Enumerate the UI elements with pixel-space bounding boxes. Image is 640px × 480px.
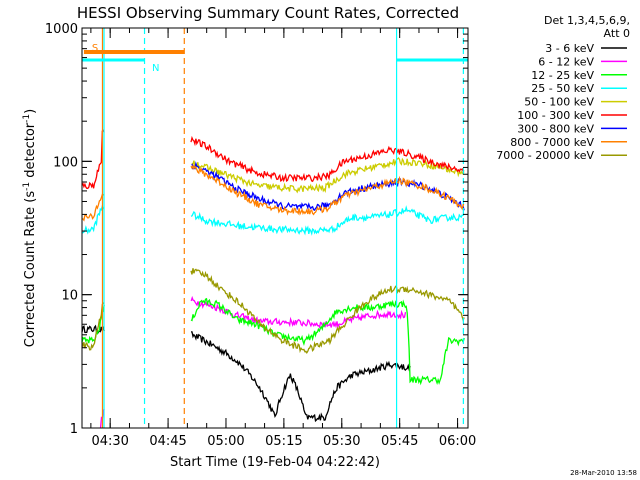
plot-frame — [81, 27, 469, 429]
x-tick-label-6: 05:45 — [381, 434, 418, 449]
y-axis-label-main: Corrected Count Rate (s — [23, 191, 38, 348]
x-tick-label-7: 06:00 — [439, 434, 476, 449]
series-9-line-2 — [190, 268, 465, 355]
y-axis-label-sup2: -1 — [22, 114, 32, 123]
legend-label-2: 6 - 12 keV — [538, 55, 594, 68]
y-axis-label-end: ) — [23, 109, 38, 114]
flag-label-1: S — [92, 43, 98, 54]
series-3-line-1 — [81, 304, 105, 344]
y-tick-label-3: 100 — [53, 155, 78, 170]
y-tick-label-2: 10 — [61, 289, 78, 304]
x-tick-label-3: 05:00 — [207, 434, 244, 449]
legend-label-1: 3 - 6 keV — [545, 42, 594, 55]
legend-header-line1: Det 1,3,4,5,6,9, — [544, 14, 630, 27]
series-8-line-2 — [190, 163, 465, 216]
legend-label-4: 25 - 50 keV — [531, 82, 594, 95]
footer-timestamp: 28-Mar-2010 13:58 — [570, 469, 637, 477]
series-9-line-1 — [81, 302, 105, 351]
x-tick-label-2: 04:45 — [149, 434, 186, 449]
y-axis-label-mid: detector — [23, 122, 38, 182]
y-tick-label-4: 1000 — [45, 22, 78, 37]
series-7-line-1 — [191, 161, 465, 212]
series-4-line-2 — [190, 205, 465, 236]
x-tick-label-4: 05:15 — [265, 434, 302, 449]
x-axis: 04:30 04:45 05:00 05:15 05:30 05:45 06:00 — [90, 28, 476, 449]
series-5-line-1 — [191, 157, 465, 194]
legend-label-6: 100 - 300 keV — [517, 109, 594, 122]
y-axis-label-sup1: -1 — [22, 182, 32, 191]
series-4-line-1 — [81, 204, 105, 235]
series-3-line-2 — [190, 297, 465, 386]
series-6-line-2 — [190, 135, 465, 183]
y-tick-label-1: 1 — [70, 422, 78, 437]
plot-area: SN — [81, 28, 468, 429]
flag-label-2: N — [152, 63, 159, 74]
legend-label-8: 800 - 7000 keV — [510, 136, 594, 149]
chart-title: HESSI Observing Summary Count Rates, Cor… — [77, 4, 459, 22]
series-1-line-2 — [191, 331, 411, 423]
x-tick-label-1: 04:30 — [91, 434, 128, 449]
series-2-line-2 — [190, 295, 407, 330]
y-axis-label: Corrected Count Rate (s-1 detector-1) — [22, 109, 38, 347]
legend-label-5: 50 - 100 keV — [524, 96, 594, 109]
y-axis: 1 10 100 1000 — [45, 22, 468, 437]
legend-label-3: 12 - 25 keV — [531, 69, 594, 82]
x-tick-label-5: 05:30 — [323, 434, 360, 449]
x-axis-label: Start Time (19-Feb-04 04:22:42) — [170, 455, 380, 470]
series-8-line-1 — [81, 193, 105, 222]
series-1-line-1 — [81, 324, 105, 334]
series-6-line-1 — [81, 129, 105, 189]
legend-label-7: 300 - 800 keV — [517, 122, 594, 135]
legend-label-9: 7000 - 20000 keV — [496, 149, 594, 162]
legend-header-line2: Att 0 — [604, 27, 630, 40]
